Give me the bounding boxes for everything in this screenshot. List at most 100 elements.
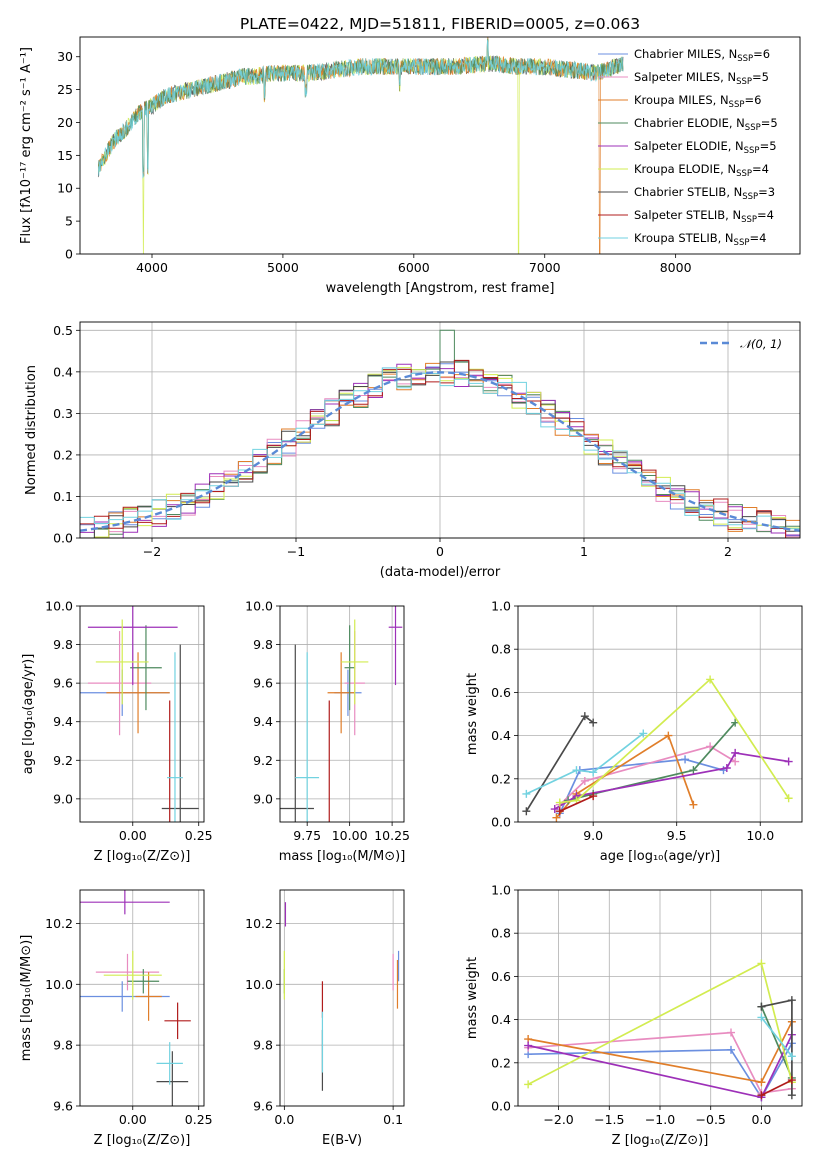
series-line — [559, 758, 724, 814]
y-tick-label: 9.0 — [253, 791, 273, 806]
series-marker — [580, 712, 589, 721]
x-axis-label: Z [log₁₀(Z/Z⊙)] — [612, 1133, 709, 1148]
axes-frame — [517, 605, 803, 823]
axes-frame — [517, 889, 803, 1107]
series-marker — [522, 807, 531, 816]
x-axis-label: mass [log₁₀(M/M⊙)] — [279, 849, 406, 864]
legend-entry: Salpeter STELIB, NSSP=4 — [634, 208, 774, 225]
lines-weight_vs_Z — [524, 959, 796, 1102]
x-tick-label: −0.5 — [696, 1112, 726, 1127]
series-marker — [580, 776, 589, 785]
y-tick-label: 9.2 — [253, 753, 273, 768]
series-marker — [555, 807, 564, 816]
series-marker — [757, 959, 766, 968]
x-tick-label: 0 — [436, 544, 444, 559]
series-marker — [589, 718, 598, 727]
legend-entry: Kroupa STELIB, NSSP=4 — [634, 231, 766, 248]
series-marker — [757, 1091, 766, 1100]
x-tick-label: 0.25 — [185, 828, 213, 843]
y-tick-label: 0.0 — [491, 1099, 511, 1114]
histograms — [80, 329, 800, 538]
x-tick-label: 6000 — [398, 260, 430, 275]
x-tick-label: 7000 — [529, 260, 561, 275]
y-tick-label: 9.8 — [53, 637, 73, 652]
series-marker — [787, 1091, 796, 1100]
series-line — [528, 1031, 793, 1094]
x-tick-label: −1.5 — [594, 1112, 624, 1127]
y-axis-label: age [log₁₀(age/yr)] — [21, 654, 36, 775]
y-tick-label: 1.0 — [491, 883, 511, 898]
series-marker — [572, 766, 581, 775]
x-axis-label: Z [log₁₀(Z/Z⊙)] — [94, 849, 191, 864]
y-axis-label: Normed distribution — [24, 365, 39, 495]
x-tick-label: 9.5 — [667, 828, 687, 843]
legend-entry: Chabrier MILES, NSSP=6 — [634, 47, 770, 64]
series-marker — [555, 798, 564, 807]
x-axis-label: age [log₁₀(age/yr)] — [600, 849, 721, 864]
x-tick-label: 0.00 — [119, 1112, 147, 1127]
series-marker — [706, 742, 715, 751]
y-tick-label: 0.0 — [53, 531, 73, 546]
x-tick-label: 0.25 — [185, 1112, 213, 1127]
x-tick-label: −1.0 — [645, 1112, 675, 1127]
y-tick-label: 9.8 — [253, 637, 273, 652]
y-tick-label: 10.0 — [245, 599, 273, 614]
x-axis-label: E(B-V) — [322, 1133, 362, 1148]
histogram-chabrier-stelib — [80, 360, 800, 538]
series-marker — [639, 729, 648, 738]
y-tick-label: 0.4 — [491, 1012, 511, 1027]
series-marker — [787, 1076, 796, 1085]
x-tick-label: 1 — [580, 544, 588, 559]
y-tick-label: 9.4 — [253, 714, 273, 729]
series-marker — [757, 1078, 766, 1087]
y-tick-label: 0.0 — [491, 815, 511, 830]
x-tick-label: 5000 — [267, 260, 299, 275]
series-line — [559, 795, 594, 812]
y-tick-label: 9.8 — [253, 1038, 273, 1053]
legend-entry: Kroupa ELODIE, NSSP=4 — [634, 162, 769, 179]
legend-entry: Kroupa MILES, NSSP=6 — [634, 93, 761, 110]
series-marker — [722, 764, 731, 772]
histogram-chabrier-elodie — [80, 329, 800, 538]
histogram-kroupa-stelib — [80, 367, 800, 530]
legend-entry: Chabrier STELIB, NSSP=3 — [634, 185, 775, 202]
y-tick-label: 10.0 — [45, 977, 73, 992]
spectrum-line-kroupa-stelib — [97, 39, 624, 179]
series-marker — [589, 768, 598, 777]
series-marker — [757, 1002, 766, 1011]
series-marker — [727, 1028, 735, 1037]
x-tick-label: 0.00 — [119, 828, 147, 843]
x-tick-label: 4000 — [136, 260, 168, 275]
series-marker — [522, 789, 531, 798]
series-line — [760, 1016, 793, 1057]
series-line — [761, 999, 793, 1096]
y-tick-label: 10.0 — [45, 599, 73, 614]
axes-frame — [279, 889, 405, 1107]
series-line — [760, 1006, 793, 1079]
x-tick-label: −1 — [287, 544, 305, 559]
series-marker — [787, 996, 796, 1005]
errorbars-age_vs_mass — [280, 606, 403, 822]
y-tick-label: 10 — [57, 181, 73, 196]
y-tick-label: 5 — [65, 214, 73, 229]
x-tick-label: 0.0 — [751, 1112, 771, 1127]
y-tick-label: 0.2 — [491, 1055, 511, 1070]
x-tick-label: −2 — [143, 544, 161, 559]
legend-entry: Salpeter MILES, NSSP=5 — [634, 70, 769, 87]
series-marker — [664, 731, 673, 740]
figure-title: PLATE=0422, MJD=51811, FIBERID=0005, z=0… — [240, 15, 640, 33]
spectrum-lines — [97, 37, 624, 254]
x-tick-label: 2 — [724, 544, 732, 559]
series-line — [559, 678, 790, 804]
series-marker — [784, 757, 793, 766]
x-tick-label: 10.0 — [746, 828, 774, 843]
x-tick-label: 0.0 — [274, 1112, 294, 1127]
y-tick-label: 9.0 — [53, 791, 73, 806]
y-tick-label: 9.2 — [53, 753, 73, 768]
series-marker — [681, 755, 690, 764]
y-tick-label: 1.0 — [491, 599, 511, 614]
y-axis-label: Flux [fλ10⁻¹⁷ erg cm⁻² s⁻¹ A⁻¹] — [19, 47, 34, 244]
series-marker — [524, 1080, 533, 1089]
x-tick-label: 10.25 — [374, 828, 410, 843]
gaussian-curve — [80, 371, 800, 532]
